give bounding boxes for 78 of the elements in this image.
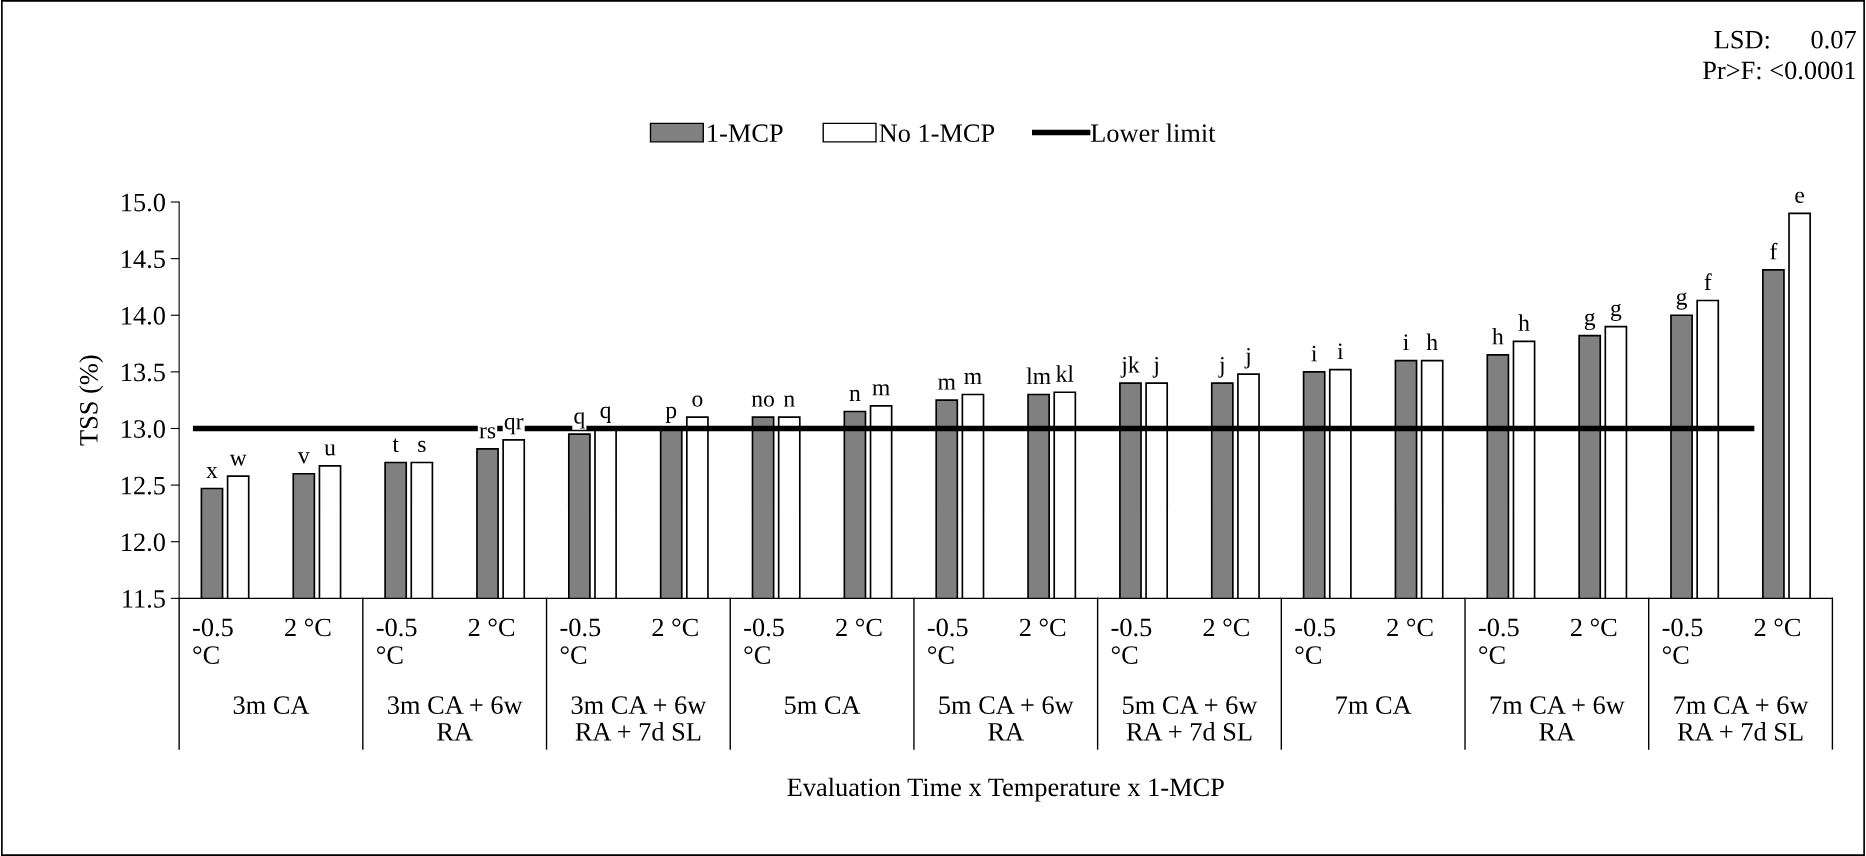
data-label: h xyxy=(1426,333,1438,350)
text: 3m CA + 6w RA + 7d SL xyxy=(571,696,707,741)
data-label: i xyxy=(1337,343,1344,360)
data-label: q xyxy=(600,406,612,423)
data-label: w xyxy=(229,454,247,466)
data-label: g xyxy=(1676,292,1687,310)
x-tick-label: 2 °C xyxy=(468,618,515,637)
y-axis-title: TSS (%) xyxy=(79,355,104,446)
x-tick-label: -0.5 °C xyxy=(744,618,784,664)
text: 3m CA + 6w RA xyxy=(388,696,523,741)
y-tick-label: 14.5 xyxy=(122,250,165,269)
legend-label: 1-MCP xyxy=(708,124,783,143)
legend-label: No 1-MCP xyxy=(879,124,995,143)
text: 7m CA xyxy=(1336,696,1412,715)
data-label: q xyxy=(574,412,585,429)
data-label: n xyxy=(849,389,861,401)
y-tick-label: 13.5 xyxy=(122,363,165,382)
data-label: m xyxy=(872,384,890,396)
data-label: m xyxy=(938,378,956,390)
x-tick-label: -0.5 °C xyxy=(1111,618,1152,664)
data-label: g xyxy=(1610,303,1622,322)
text: 7m CA + 6w RA xyxy=(1490,696,1625,741)
data-label: kl xyxy=(1056,365,1074,382)
text: Pr>F: <0.0001 xyxy=(1703,61,1856,80)
x-tick-label: 2 °C xyxy=(285,618,331,637)
data-label: f xyxy=(1704,273,1712,290)
x-tick-label: 2 °C xyxy=(1203,618,1249,637)
data-label: v xyxy=(297,452,310,464)
text: 7m CA + 6w RA + 7d SL xyxy=(1674,696,1809,741)
data-label: x xyxy=(206,467,218,478)
data-label: t xyxy=(392,438,399,453)
x-tick-label: -0.5 °C xyxy=(193,618,233,664)
x-tick-label: 2 °C xyxy=(836,618,882,637)
x-tick-label: -0.5 °C xyxy=(1478,618,1519,664)
text: 5m CA + 6w RA xyxy=(939,696,1074,741)
data-label: j xyxy=(1152,356,1158,378)
x-tick-label: 2 °C xyxy=(1019,618,1066,637)
text: 5m CA xyxy=(785,696,861,715)
data-label: jk xyxy=(1120,356,1140,378)
text: 5m CA + 6w RA + 7d SL xyxy=(1123,696,1258,741)
legend-label: Lower limit xyxy=(1090,123,1216,143)
text: LSD: 0.07 xyxy=(1714,30,1856,49)
data-label: h xyxy=(1518,314,1530,331)
data-label: u xyxy=(324,444,336,456)
x-tick-label: 2 °C xyxy=(1754,618,1800,637)
x-tick-label: 2 °C xyxy=(1387,618,1433,637)
y-tick-label: 13.0 xyxy=(122,420,165,439)
data-label: j xyxy=(1244,347,1250,369)
x-tick-label: 2 °C xyxy=(1570,618,1617,637)
x-tick-label: -0.5 °C xyxy=(560,618,601,664)
data-label: j xyxy=(1218,356,1224,378)
data-label: no xyxy=(751,395,774,407)
data-label: o xyxy=(692,395,703,407)
data-label: h xyxy=(1492,327,1504,345)
data-label: rs xyxy=(479,427,496,439)
y-tick-label: 15.0 xyxy=(122,193,165,212)
x-tick-label: -0.5 °C xyxy=(1295,618,1335,664)
x-tick-label: -0.5 °C xyxy=(927,618,968,664)
data-label: lm xyxy=(1026,367,1051,384)
data-label: f xyxy=(1770,242,1778,260)
data-label: n xyxy=(783,395,795,407)
data-label: i xyxy=(1403,334,1409,350)
x-tick-label: -0.5 °C xyxy=(376,618,417,664)
data-label: m xyxy=(964,372,982,384)
x-axis-title: Evaluation Time x Temperature x 1-MCP xyxy=(787,777,1224,802)
y-tick-label: 14.0 xyxy=(122,306,165,325)
text: 3m CA xyxy=(233,696,310,715)
data-label: s xyxy=(418,440,426,453)
y-tick-label: 11.5 xyxy=(123,590,165,608)
y-tick-label: 12.5 xyxy=(122,476,165,495)
data-label: p xyxy=(665,406,677,423)
y-tick-label: 12.0 xyxy=(122,533,165,552)
data-label: qr xyxy=(504,417,524,435)
x-tick-label: -0.5 °C xyxy=(1662,618,1703,664)
data-label: e xyxy=(1795,191,1804,203)
data-label: i xyxy=(1311,345,1317,362)
data-label: g xyxy=(1584,312,1596,331)
x-tick-label: 2 °C xyxy=(652,618,698,637)
